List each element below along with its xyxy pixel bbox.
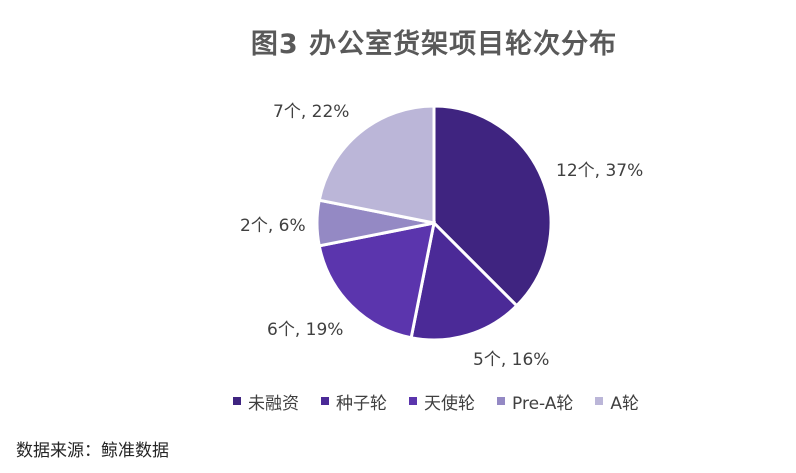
- data-label-3: 2个, 6%: [240, 216, 306, 236]
- legend-item-3: Pre-A轮: [497, 389, 573, 414]
- pie-slice-1: [409, 219, 519, 342]
- legend-label-3: Pre-A轮: [512, 393, 574, 414]
- data-label-0: 12个, 37%: [556, 161, 643, 181]
- chart-title: 图3 办公室货架项目轮次分布: [250, 29, 618, 60]
- legend-label-1: 种子轮: [336, 393, 387, 414]
- legend-item-0: 未融资: [233, 389, 299, 414]
- source-note: 数据来源：鲸准数据: [16, 441, 169, 461]
- legend: 未融资 种子轮 天使轮 Pre-A轮 A轮: [233, 388, 639, 414]
- data-label-4: 7个, 22%: [273, 102, 349, 122]
- pie-data-labels: 12个, 37% 5个, 16% 6个, 19% 2个, 6% 7个, 22%: [240, 102, 643, 370]
- legend-swatch-1: [321, 397, 329, 405]
- legend-swatch-2: [409, 397, 417, 405]
- data-label-1: 5个, 16%: [473, 350, 549, 370]
- legend-label-0: 未融资: [248, 393, 299, 414]
- pie-slice-4: [317, 104, 436, 225]
- legend-swatch-0: [233, 397, 241, 405]
- legend-swatch-3: [497, 397, 505, 405]
- legend-swatch-4: [595, 397, 604, 405]
- legend-label-2: 天使轮: [424, 393, 475, 414]
- legend-item-2: 天使轮: [409, 389, 475, 414]
- pie-slice-0: [432, 104, 553, 308]
- pie-slice-2: [317, 221, 436, 340]
- pie-slices: [315, 104, 553, 342]
- data-label-2: 6个, 19%: [267, 320, 343, 340]
- legend-item-4: A轮: [595, 389, 639, 414]
- legend-label-4: A轮: [610, 393, 640, 414]
- legend-item-1: 种子轮: [321, 389, 387, 414]
